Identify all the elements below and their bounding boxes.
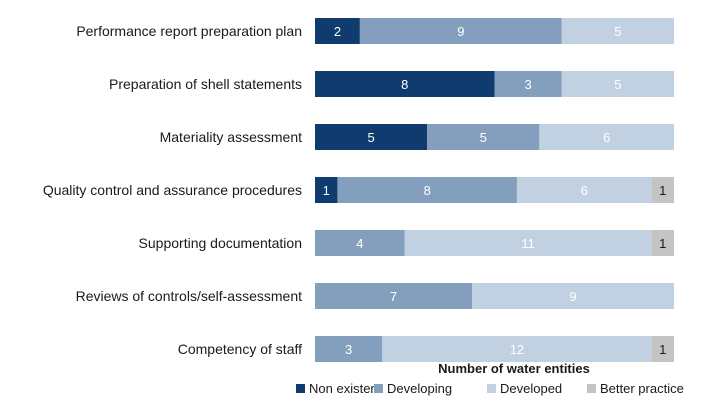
bar-segment (382, 336, 652, 362)
data-label: 3 (525, 77, 532, 92)
legend-label: Non existent (309, 381, 382, 396)
bar-segment (651, 230, 674, 256)
bar-segment (315, 124, 428, 150)
bar-segment (315, 336, 383, 362)
data-label: 5 (614, 77, 621, 92)
data-label: 3 (345, 342, 352, 357)
bar-segment (315, 71, 495, 97)
bar-segment (315, 283, 473, 309)
data-label: 9 (569, 289, 576, 304)
bar-segment (359, 18, 562, 44)
data-label: 7 (390, 289, 397, 304)
data-label: 2 (334, 24, 341, 39)
bar-segment (427, 124, 540, 150)
data-label: 1 (659, 342, 666, 357)
category-label: Materiality assessment (160, 129, 302, 145)
bar-segment (516, 177, 652, 203)
bars: 2 9 58 3 55 5 61 8 6 14 11 17 93 12 1 (315, 18, 674, 362)
x-axis-title: Number of water entities (438, 361, 590, 376)
legend-swatch (587, 384, 596, 393)
bar-segment (337, 177, 517, 203)
bar-segment (315, 177, 338, 203)
category-label: Preparation of shell statements (109, 76, 302, 92)
bar-segment (561, 71, 674, 97)
bar-segment (404, 230, 652, 256)
category-label: Reviews of controls/self-assessment (76, 288, 303, 304)
data-label: 6 (603, 130, 610, 145)
category-label: Quality control and assurance procedures (43, 182, 302, 198)
bar-segment (315, 18, 360, 44)
bar-segment (651, 177, 674, 203)
data-label: 8 (424, 183, 431, 198)
bar-segment (651, 336, 674, 362)
data-label: 6 (581, 183, 588, 198)
data-label: 1 (323, 183, 330, 198)
data-label: 11 (521, 236, 535, 251)
bar-segment (539, 124, 674, 150)
data-label: 1 (659, 183, 666, 198)
data-label: 4 (356, 236, 363, 251)
category-label: Supporting documentation (139, 235, 302, 251)
data-label: 12 (510, 342, 524, 357)
data-label: 5 (367, 130, 374, 145)
legend-label: Developing (387, 381, 452, 396)
category-labels: Performance report preparation plan Prepa… (43, 23, 302, 357)
legend-swatch (296, 384, 305, 393)
legend-swatch (487, 384, 496, 393)
data-label: 5 (614, 24, 621, 39)
legend: Non existent Developing Developed Better pr… (296, 381, 684, 396)
data-label: 5 (480, 130, 487, 145)
legend-label: Developed (500, 381, 562, 396)
bar-segment (315, 230, 405, 256)
category-label: Performance report preparation plan (76, 23, 302, 39)
data-label: 1 (659, 236, 666, 251)
legend-swatch (374, 384, 383, 393)
category-label: Competency of staff (178, 341, 302, 357)
bar-segment (494, 71, 562, 97)
data-label: 8 (401, 77, 408, 92)
bar-segment (472, 283, 674, 309)
data-label: 9 (457, 24, 464, 39)
bar-segment (561, 18, 674, 44)
legend-label: Better practice (600, 381, 684, 396)
